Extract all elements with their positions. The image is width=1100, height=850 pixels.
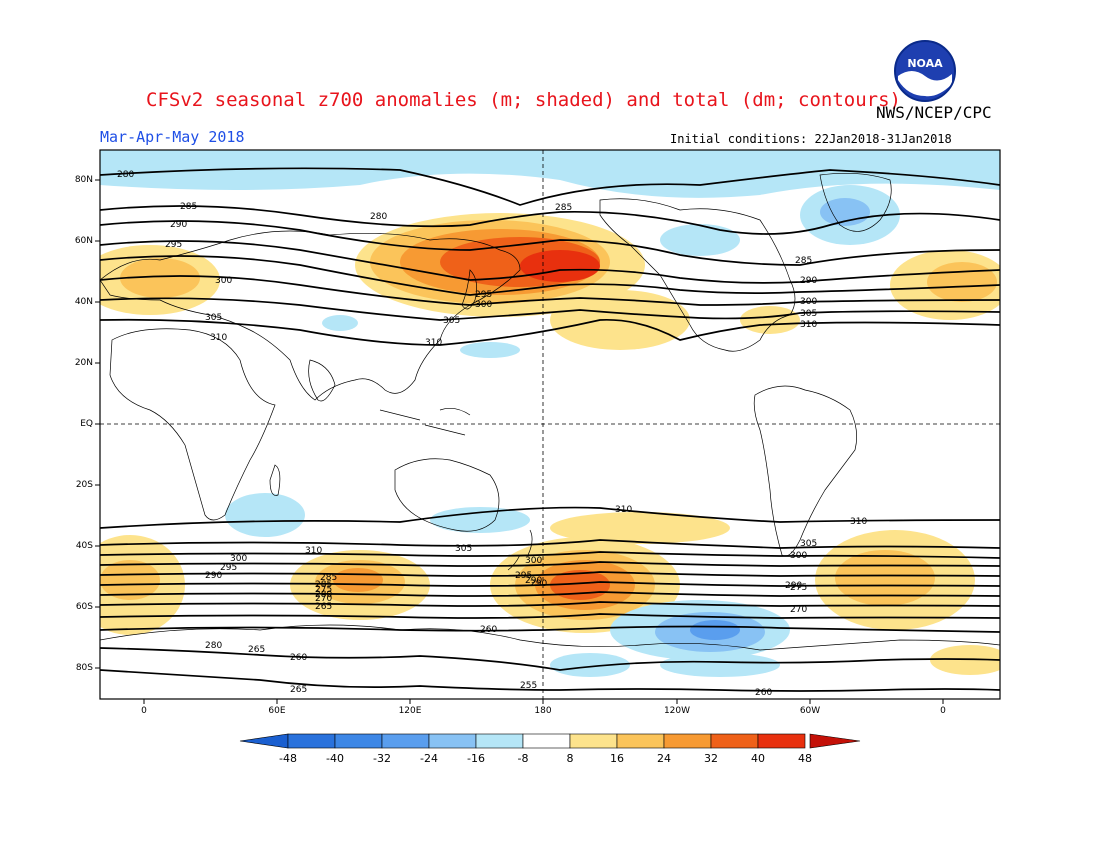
colorbar-cell bbox=[428, 733, 477, 749]
colorbar-cell bbox=[287, 733, 336, 749]
lat-label-40s: 40S bbox=[75, 541, 93, 551]
colorbar-label: 48 bbox=[798, 752, 812, 765]
lon-label-0-east: 0 bbox=[940, 706, 946, 716]
noaa-logo: NOAA bbox=[894, 40, 956, 102]
colorbar-cell bbox=[616, 733, 665, 749]
colorbar-label: -24 bbox=[420, 752, 438, 765]
colorbar-cell bbox=[710, 733, 759, 749]
colorbar-cell bbox=[381, 733, 430, 749]
colorbar-left-arrow bbox=[239, 733, 289, 749]
colorbar-cell bbox=[569, 733, 618, 749]
colorbar-cell bbox=[522, 733, 571, 749]
lat-label-80n: 80N bbox=[74, 175, 93, 185]
colorbar-label: 40 bbox=[751, 752, 765, 765]
initial-conditions: Initial conditions: 22Jan2018-31Jan2018 bbox=[670, 132, 952, 146]
colorbar-cell bbox=[475, 733, 524, 749]
lat-label-20s: 20S bbox=[75, 480, 93, 490]
chart-title: CFSv2 seasonal z700 anomalies (m; shaded… bbox=[146, 89, 901, 111]
lat-label-40n: 40N bbox=[74, 297, 93, 307]
anomaly-shading bbox=[100, 150, 1000, 677]
colorbar-right-arrow bbox=[809, 733, 861, 749]
colorbar-label: 16 bbox=[610, 752, 624, 765]
colorbar-label: 32 bbox=[704, 752, 718, 765]
colorbar-cell bbox=[334, 733, 383, 749]
colorbar-cell bbox=[757, 733, 806, 749]
colorbar-label: -16 bbox=[467, 752, 485, 765]
colorbar-label: -48 bbox=[279, 752, 297, 765]
lat-label-80s: 80S bbox=[75, 663, 93, 673]
lat-label-60s: 60S bbox=[75, 602, 93, 612]
colorbar-label: 8 bbox=[566, 752, 574, 765]
lon-label-180: 180 bbox=[534, 706, 552, 716]
colorbar bbox=[239, 733, 861, 749]
logo-text: NOAA bbox=[907, 57, 943, 70]
lat-label-20n: 20N bbox=[74, 358, 93, 368]
lon-label-120w: 120W bbox=[663, 706, 691, 716]
lon-label-60e: 60E bbox=[268, 706, 286, 716]
colorbar-label: -8 bbox=[517, 752, 529, 765]
axis-ticks bbox=[95, 179, 944, 704]
lat-label-eq: EQ bbox=[80, 419, 93, 429]
height-contours bbox=[100, 167, 1000, 692]
lon-label-60w: 60W bbox=[799, 706, 821, 716]
colorbar-label: -32 bbox=[373, 752, 391, 765]
agency-label: NWS/NCEP/CPC bbox=[876, 103, 992, 122]
colorbar-label: -40 bbox=[326, 752, 344, 765]
colorbar-label: 24 bbox=[657, 752, 671, 765]
lon-label-120e: 120E bbox=[398, 706, 422, 716]
lat-label-60n: 60N bbox=[74, 236, 93, 246]
lon-label-0: 0 bbox=[141, 706, 147, 716]
forecast-period: Mar-Apr-May 2018 bbox=[100, 128, 245, 146]
colorbar-cell bbox=[663, 733, 712, 749]
coastlines bbox=[100, 172, 1000, 651]
